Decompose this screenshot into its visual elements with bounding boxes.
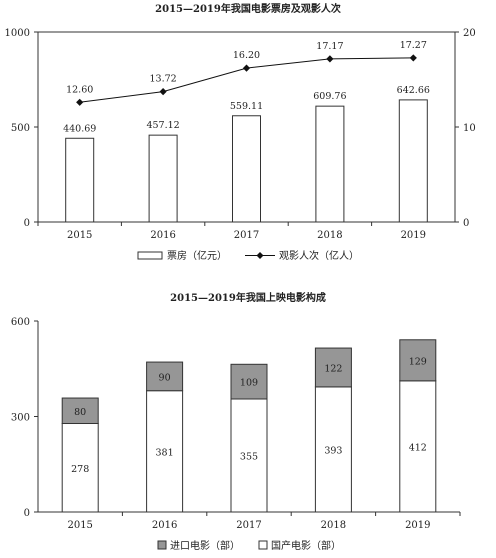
domestic-film-value-label: 412 — [409, 442, 427, 453]
box-office-value-label: 609.76 — [313, 91, 346, 102]
legend-swatch-audience-marker — [256, 252, 264, 259]
imported-film-value-label: 129 — [409, 356, 427, 367]
x-tick-label: 2015 — [67, 520, 92, 531]
audience-value-label: 13.72 — [149, 74, 176, 85]
chart-title: 2015—2019年我国上映电影构成 — [170, 291, 326, 304]
y-left-tick-label: 0 — [24, 218, 30, 229]
audience-marker — [159, 88, 167, 96]
imported-film-value-label: 109 — [240, 378, 258, 389]
domestic-film-bar — [61, 423, 99, 513]
domestic-film-bar — [146, 390, 184, 513]
box-office-bar — [398, 99, 428, 223]
imported-film-value-label: 90 — [159, 372, 171, 383]
audience-marker — [326, 55, 334, 63]
box-office-bar — [315, 105, 345, 223]
x-tick-label: 2019 — [401, 230, 426, 241]
legend-label-box-office: 票房（亿元） — [167, 249, 227, 262]
audience-marker — [242, 64, 251, 72]
audience-marker — [76, 98, 84, 106]
chart-title: 2015—2019年我国电影票房及观影人次 — [155, 2, 341, 15]
imported-film-bar — [314, 347, 352, 388]
box-office-value-label: 642.66 — [397, 85, 430, 96]
audience-marker — [409, 54, 417, 62]
x-tick-label: 2019 — [405, 520, 430, 531]
x-tick-label: 2018 — [317, 230, 342, 241]
audience-value-label: 17.27 — [400, 40, 427, 51]
x-tick-label: 2015 — [67, 230, 92, 241]
y-left-tick-label: 500 — [11, 123, 30, 134]
legend-label-audience: 观影人次（亿人） — [279, 249, 359, 262]
box-office-value-label: 559.11 — [230, 101, 263, 112]
domestic-film-bar — [399, 380, 437, 513]
audience-value-label: 16.20 — [233, 50, 260, 61]
x-tick-label: 2017 — [234, 230, 259, 241]
domestic-film-value-label: 393 — [324, 445, 342, 456]
domestic-film-bar — [230, 398, 268, 513]
x-tick-label: 2017 — [236, 520, 261, 531]
film-composition-chart: 2015—2019年我国上映电影构成 0 300 600 2015 278 80 2016 38… — [11, 291, 461, 552]
y-right-tick-label: 10 — [463, 123, 476, 134]
box-office-bar — [232, 115, 261, 223]
box-office-bar — [148, 134, 178, 223]
legend-swatch-imported — [157, 540, 167, 550]
imported-film-value-label: 122 — [324, 363, 342, 374]
audience-value-label: 12.60 — [66, 84, 93, 95]
legend-label-domestic: 国产电影（部） — [271, 539, 341, 552]
imported-film-value-label: 80 — [74, 407, 86, 418]
box-office-value-label: 457.12 — [146, 120, 179, 131]
y-tick-label: 0 — [24, 508, 30, 519]
audience-value-label: 17.17 — [316, 41, 343, 52]
y-right-tick-label: 0 — [463, 218, 469, 229]
imported-film-bar — [230, 363, 268, 400]
y-tick-label: 600 — [11, 317, 30, 328]
domestic-film-bar — [314, 386, 352, 513]
domestic-film-value-label: 355 — [240, 451, 258, 462]
legend-swatch-domestic — [258, 540, 268, 550]
box-office-value-label: 440.69 — [63, 123, 96, 134]
y-left-tick-label: 1000 — [5, 28, 30, 39]
imported-film-bar — [146, 361, 184, 392]
x-tick-label: 2016 — [152, 520, 177, 531]
x-tick-label: 2016 — [150, 230, 175, 241]
y-right-tick-label: 20 — [463, 28, 476, 39]
box-office-chart: 2015—2019年我国电影票房及观影人次 0 500 1000 0 10 20 2015 44… — [5, 2, 476, 262]
imported-film-bar — [61, 397, 99, 425]
domestic-film-value-label: 278 — [71, 464, 89, 475]
legend-label-imported: 进口电影（部） — [170, 539, 240, 552]
x-tick-label: 2018 — [321, 520, 346, 531]
y-tick-label: 300 — [11, 413, 30, 424]
box-office-bar — [65, 137, 95, 223]
legend-swatch-box-office — [137, 251, 163, 260]
imported-film-bar — [399, 339, 437, 382]
domestic-film-value-label: 381 — [156, 447, 174, 458]
